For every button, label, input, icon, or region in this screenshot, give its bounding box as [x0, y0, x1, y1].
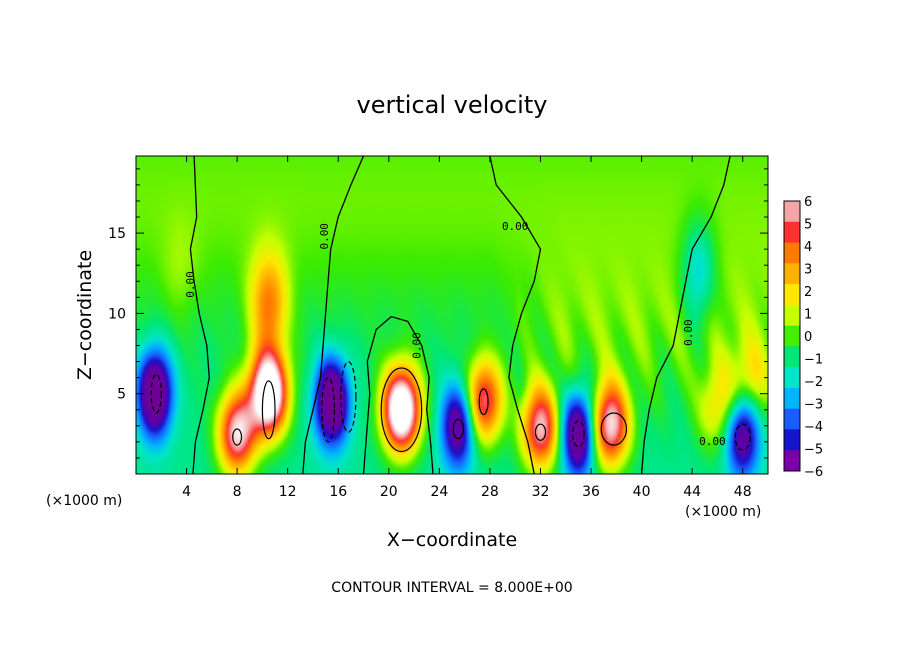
colorbar-segment [784, 408, 800, 430]
colorbar-label: 0 [804, 330, 812, 345]
contour-interval: CONTOUR INTERVAL = 8.000E+00 [331, 580, 572, 596]
contour-loop [734, 423, 751, 451]
colorbar-segment [784, 242, 800, 264]
x-tick-label: 12 [279, 484, 297, 500]
colorbar-segment [784, 221, 800, 244]
heatmap-plot-area: 0.000.000.000.000.000.00 4 8 12 16 20 24 28 32 3… [108, 155, 769, 500]
x-tick-label: 44 [683, 484, 701, 500]
y-axis-label: Z−coordinate [74, 250, 96, 380]
colorbar-label: 6 [804, 195, 812, 210]
x-tick-label: 48 [734, 484, 752, 500]
y-tick-label: 10 [108, 306, 126, 322]
colorbar-label: −3 [804, 398, 823, 413]
colorbar-segment [784, 346, 800, 368]
colorbar-segment [784, 284, 800, 306]
contour-label: 0.00 [318, 223, 331, 250]
x-axis-label: X−coordinate [387, 529, 517, 551]
chart-title: vertical velocity [357, 91, 548, 119]
x-tick-label: 28 [481, 484, 499, 500]
plot-frame [135, 155, 769, 475]
x-tick-label: 20 [380, 484, 398, 500]
contour-loop [534, 423, 547, 441]
colorbar-segment [784, 263, 800, 285]
contour-zero-line [189, 156, 210, 474]
contour-loop [452, 418, 464, 440]
colorbar-label: 3 [804, 263, 812, 278]
contour-loop [340, 360, 357, 433]
colorbar-label: 1 [804, 308, 812, 323]
colorbar-frame [783, 200, 801, 472]
colorbar: 6 5 4 3 2 1 0 −1 −2 −3 −4 −5 −6 [783, 195, 823, 480]
contour-zero-line [362, 315, 434, 474]
y-tick-label: 5 [117, 387, 126, 403]
contour-loop [232, 428, 243, 446]
colorbar-label: −5 [804, 443, 823, 458]
colorbar-label: 4 [804, 240, 812, 255]
contour-loop [478, 388, 489, 416]
colorbar-segment [784, 367, 800, 389]
contour-loop [572, 420, 585, 448]
contour-label: 0.00 [682, 319, 695, 346]
colorbar-segment [784, 387, 800, 410]
x-tick-label: 8 [233, 484, 242, 500]
x-tick-label: 16 [329, 484, 347, 500]
heatmap-field [136, 156, 768, 474]
contour-loop [321, 377, 336, 443]
colorbar-segment [784, 304, 800, 327]
colorbar-label: −4 [804, 420, 823, 435]
y-axis-ticks: 5 10 15 [108, 168, 768, 459]
colorbar-label: −6 [804, 465, 823, 480]
contour-label: 0.00 [699, 435, 726, 448]
colorbar-segment [784, 450, 800, 472]
x-unit-left: (×1000 m) [46, 493, 122, 509]
x-tick-label: 32 [532, 484, 550, 500]
colorbar-segment [784, 429, 800, 451]
contour-label: 0.00 [502, 220, 529, 233]
y-tick-label: 15 [108, 226, 126, 242]
colorbar-label: −2 [804, 375, 823, 390]
colorbar-label: −1 [804, 353, 823, 368]
colorbar-label: 5 [804, 218, 812, 233]
contour-label: 0.00 [184, 271, 197, 298]
colorbar-segment [784, 325, 800, 347]
x-tick-label: 36 [582, 484, 600, 500]
x-axis-ticks: 4 8 12 16 20 24 28 32 36 40 44 48 [182, 156, 752, 500]
contour-zero-line [640, 156, 731, 474]
contour-loop [261, 380, 276, 440]
colorbar-label: 2 [804, 285, 812, 300]
contour-zero-line [302, 156, 365, 474]
x-unit-right: (×1000 m) [685, 504, 761, 520]
contour-zero-line [489, 156, 542, 474]
x-tick-label: 24 [430, 484, 448, 500]
colorbar-segment [784, 201, 800, 223]
contour-lines: 0.00 0.00 0.00 0.00 0.00 0.00 [150, 156, 751, 474]
x-tick-label: 40 [633, 484, 651, 500]
contour-label: 0.00 [410, 332, 423, 359]
contour-loop [150, 373, 162, 414]
contour-loop [380, 367, 423, 453]
x-tick-label: 4 [182, 484, 191, 500]
contour-loop [600, 412, 628, 446]
